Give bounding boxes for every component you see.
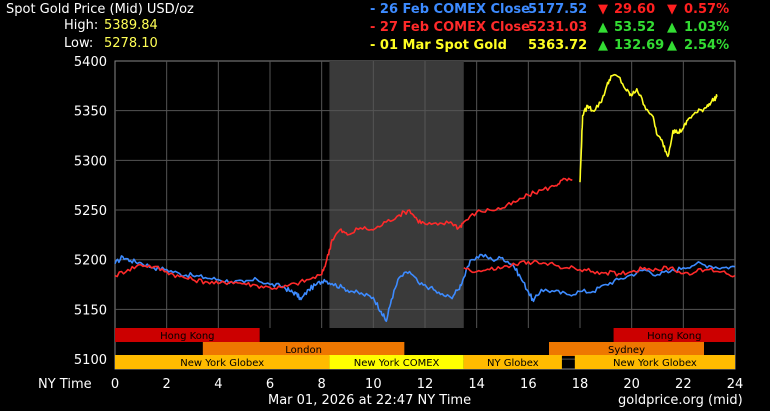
session-label: New York Globex bbox=[180, 358, 264, 369]
legend-label-3: - 01 Mar Spot Gold bbox=[370, 38, 507, 53]
x-tick-label: 8 bbox=[318, 377, 326, 392]
legend-pct-3: 2.54% bbox=[684, 38, 730, 53]
y-tick-label: 5400 bbox=[74, 55, 107, 70]
x-tick-label: 2 bbox=[163, 377, 171, 392]
session-label: NY Globex bbox=[487, 358, 539, 369]
legend-arrow-pct-1: ▼ bbox=[667, 2, 677, 17]
session-label: Sydney bbox=[608, 345, 645, 356]
session-bar bbox=[115, 355, 330, 369]
legend-change-1: 29.60 bbox=[614, 2, 656, 17]
legend-price-2: 5231.03 bbox=[528, 20, 588, 35]
x-tick-label: 12 bbox=[417, 377, 434, 392]
series-line-2 bbox=[114, 177, 573, 291]
series-line-3 bbox=[579, 73, 718, 183]
y-tick-label: 5350 bbox=[74, 105, 107, 120]
footer-timestamp: Mar 01, 2026 at 22:47 NY Time bbox=[268, 393, 472, 408]
y-tick-label: 5100 bbox=[74, 353, 107, 368]
x-tick-label: 14 bbox=[468, 377, 485, 392]
y-tick-label: 5250 bbox=[74, 204, 107, 219]
legend-pct-2: 1.03% bbox=[684, 20, 730, 35]
chart-title: Spot Gold Price (Mid) USD/oz bbox=[6, 2, 194, 17]
series-line-2-overnight bbox=[463, 259, 736, 278]
legend-arrow-1: ▼ bbox=[598, 2, 608, 17]
session-label: Hong Kong bbox=[647, 331, 701, 342]
y-tick-label: 5300 bbox=[74, 154, 107, 169]
session-bar bbox=[574, 355, 735, 369]
session-bar bbox=[549, 342, 704, 356]
x-tick-label: 20 bbox=[623, 377, 640, 392]
session-label: London bbox=[285, 345, 322, 356]
high-label: High: bbox=[64, 18, 99, 33]
legend-arrow-2: ▲ bbox=[598, 20, 608, 35]
x-tick-label: 4 bbox=[214, 377, 222, 392]
comex-shaded-region bbox=[329, 61, 464, 328]
session-label: New York COMEX bbox=[354, 358, 440, 369]
x-tick-label: 24 bbox=[727, 377, 744, 392]
low-label: Low: bbox=[64, 36, 94, 51]
session-bar bbox=[115, 328, 260, 342]
x-tick-label: 6 bbox=[266, 377, 274, 392]
session-bar bbox=[329, 355, 464, 369]
legend-arrow-3: ▲ bbox=[598, 38, 608, 53]
legend-pct-1: 0.57% bbox=[684, 2, 730, 17]
legend-arrow-pct-3: ▲ bbox=[667, 38, 677, 53]
x-tick-label: 16 bbox=[520, 377, 537, 392]
session-bar bbox=[613, 328, 735, 342]
low-value: 5278.10 bbox=[104, 36, 158, 51]
legend-arrow-pct-2: ▲ bbox=[667, 20, 677, 35]
legend-label-2: - 27 Feb COMEX Close bbox=[370, 20, 530, 35]
legend-price-3: 5363.72 bbox=[528, 38, 588, 53]
x-axis-label: NY Time bbox=[38, 377, 92, 392]
footer-source: goldprice.org (mid) bbox=[618, 393, 743, 408]
legend-label-1: - 26 Feb COMEX Close bbox=[370, 2, 530, 17]
session-label: Hong Kong bbox=[160, 331, 214, 342]
legend-change-2: 53.52 bbox=[614, 20, 656, 35]
x-tick-label: 10 bbox=[365, 377, 382, 392]
y-tick-label: 5200 bbox=[74, 254, 107, 269]
x-tick-label: 0 bbox=[111, 377, 119, 392]
x-tick-label: 22 bbox=[675, 377, 692, 392]
y-tick-label: 5150 bbox=[74, 303, 107, 318]
legend-change-3: 132.69 bbox=[614, 38, 665, 53]
high-value: 5389.84 bbox=[104, 18, 158, 33]
x-tick-label: 18 bbox=[572, 377, 589, 392]
session-bar bbox=[463, 355, 562, 369]
legend-price-1: 5177.52 bbox=[528, 2, 588, 17]
session-label: New York Globex bbox=[613, 358, 697, 369]
session-bar bbox=[202, 342, 405, 356]
